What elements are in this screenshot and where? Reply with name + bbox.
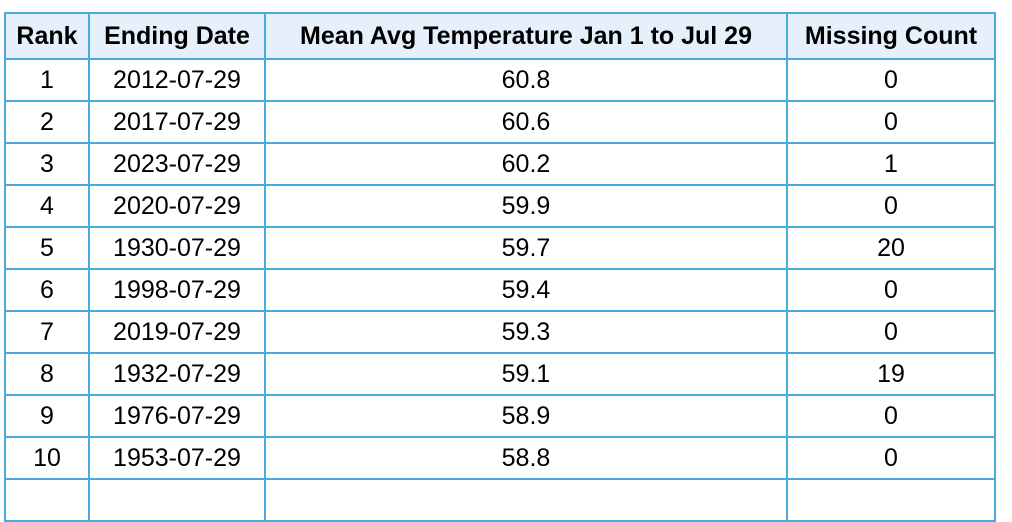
cell-missing-count: 0: [786, 268, 996, 312]
table-header: Rank Ending Date Mean Avg Temperature Ja…: [4, 12, 996, 60]
cell-rank: 1: [4, 58, 90, 102]
table-row: 7 2019-07-29 59.3 0: [4, 310, 996, 354]
cell-mean-avg-temperature: 59.4: [264, 268, 788, 312]
table-row: 4 2020-07-29 59.9 0: [4, 184, 996, 228]
cell-missing-count: 0: [786, 184, 996, 228]
cell-rank: 3: [4, 142, 90, 186]
cell-empty: [264, 478, 788, 522]
cell-ending-date: 2012-07-29: [88, 58, 266, 102]
cell-missing-count: 0: [786, 58, 996, 102]
cell-mean-avg-temperature: 59.9: [264, 184, 788, 228]
cell-ending-date: 1932-07-29: [88, 352, 266, 396]
cell-rank: 8: [4, 352, 90, 396]
cell-rank: 5: [4, 226, 90, 270]
table-row: 5 1930-07-29 59.7 20: [4, 226, 996, 270]
cell-mean-avg-temperature: 59.7: [264, 226, 788, 270]
table-body: 1 2012-07-29 60.8 0 2 2017-07-29 60.6 0 …: [4, 58, 996, 522]
cell-ending-date: 1998-07-29: [88, 268, 266, 312]
table-row: 8 1932-07-29 59.1 19: [4, 352, 996, 396]
cell-mean-avg-temperature: 60.6: [264, 100, 788, 144]
table-row: 10 1953-07-29 58.8 0: [4, 436, 996, 480]
table-row-partial: [4, 478, 996, 522]
table-row: 9 1976-07-29 58.9 0: [4, 394, 996, 438]
table-row: 2 2017-07-29 60.6 0: [4, 100, 996, 144]
cell-ending-date: 2020-07-29: [88, 184, 266, 228]
header-missing-count[interactable]: Missing Count: [786, 12, 996, 60]
cell-mean-avg-temperature: 58.9: [264, 394, 788, 438]
cell-ending-date: 2023-07-29: [88, 142, 266, 186]
table-row: 3 2023-07-29 60.2 1: [4, 142, 996, 186]
cell-missing-count: 0: [786, 394, 996, 438]
rankings-table: Rank Ending Date Mean Avg Temperature Ja…: [4, 12, 996, 522]
cell-missing-count: 1: [786, 142, 996, 186]
cell-missing-count: 19: [786, 352, 996, 396]
cell-mean-avg-temperature: 58.8: [264, 436, 788, 480]
cell-missing-count: 20: [786, 226, 996, 270]
cell-ending-date: 2019-07-29: [88, 310, 266, 354]
table-container: Rank Ending Date Mean Avg Temperature Ja…: [4, 12, 996, 522]
cell-empty: [4, 478, 90, 522]
cell-rank: 4: [4, 184, 90, 228]
table-row: 6 1998-07-29 59.4 0: [4, 268, 996, 312]
cell-mean-avg-temperature: 60.2: [264, 142, 788, 186]
cell-rank: 9: [4, 394, 90, 438]
header-rank[interactable]: Rank: [4, 12, 90, 60]
cell-rank: 6: [4, 268, 90, 312]
cell-missing-count: 0: [786, 436, 996, 480]
cell-mean-avg-temperature: 60.8: [264, 58, 788, 102]
cell-ending-date: 1953-07-29: [88, 436, 266, 480]
cell-mean-avg-temperature: 59.1: [264, 352, 788, 396]
header-mean-avg-temperature[interactable]: Mean Avg Temperature Jan 1 to Jul 29: [264, 12, 788, 60]
cell-ending-date: 1976-07-29: [88, 394, 266, 438]
cell-ending-date: 1930-07-29: [88, 226, 266, 270]
header-row: Rank Ending Date Mean Avg Temperature Ja…: [4, 12, 996, 60]
header-ending-date[interactable]: Ending Date: [88, 12, 266, 60]
cell-rank: 10: [4, 436, 90, 480]
table-row: 1 2012-07-29 60.8 0: [4, 58, 996, 102]
cell-rank: 7: [4, 310, 90, 354]
cell-missing-count: 0: [786, 310, 996, 354]
cell-mean-avg-temperature: 59.3: [264, 310, 788, 354]
cell-missing-count: 0: [786, 100, 996, 144]
cell-empty: [88, 478, 266, 522]
cell-empty: [786, 478, 996, 522]
cell-ending-date: 2017-07-29: [88, 100, 266, 144]
cell-rank: 2: [4, 100, 90, 144]
